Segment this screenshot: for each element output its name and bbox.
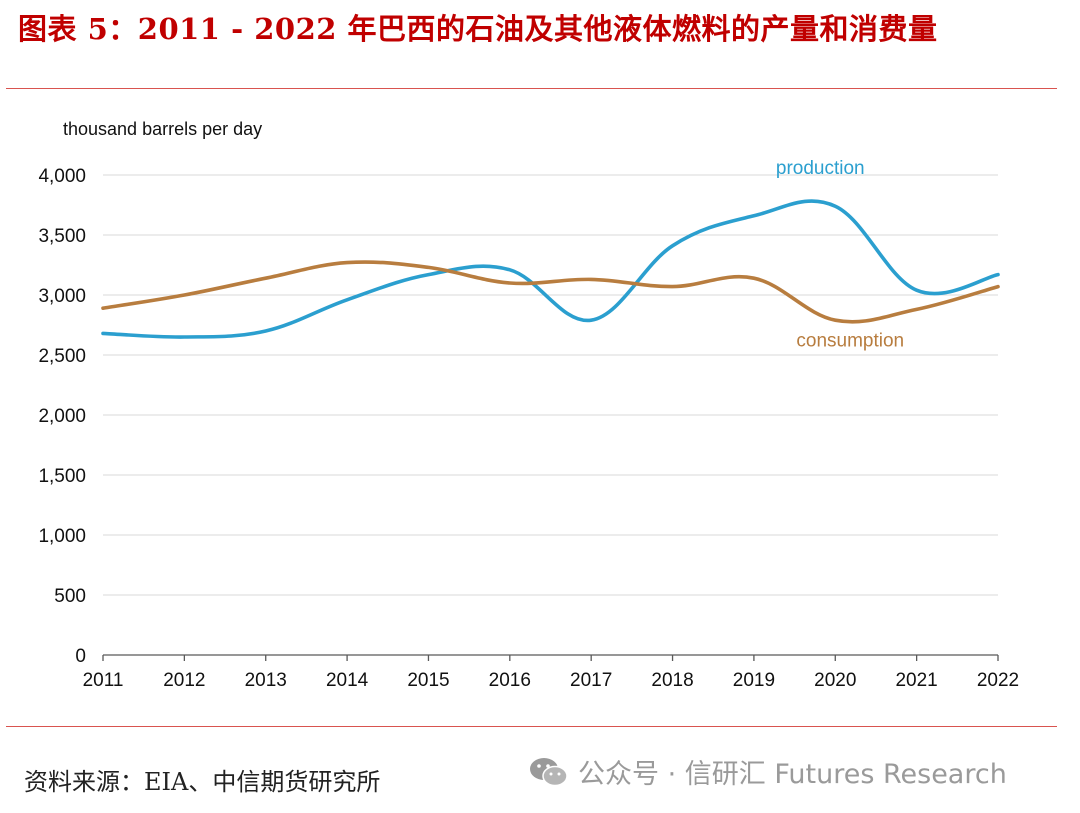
x-tick-label: 2018 bbox=[651, 670, 693, 691]
grid-lines bbox=[103, 174, 998, 596]
y-tick-label: 0 bbox=[75, 646, 86, 667]
x-tick-label: 2016 bbox=[489, 670, 531, 691]
watermark: 公众号 · 信研汇 Futures Research bbox=[528, 752, 1007, 791]
y-tick-label: 2,500 bbox=[38, 346, 86, 367]
x-tick-label: 2017 bbox=[570, 670, 612, 691]
x-tick-label: 2020 bbox=[814, 670, 856, 691]
y-tick-label: 4,000 bbox=[38, 166, 86, 187]
y-tick-labels: 0 500 1,000 1,500 2,000 2,500 3,000 3,500 4,000 bbox=[38, 166, 86, 667]
figure-title: 图表 5：2011 - 2022 年巴西的石油及其他液体燃料的产量和消费量 bbox=[18, 12, 938, 46]
y-axis-unit-label: thousand barrels per day bbox=[63, 119, 262, 139]
y-tick-label: 3,000 bbox=[38, 286, 86, 307]
series-label-production: production bbox=[776, 158, 865, 179]
x-tick-labels: 2011 2012 2013 2014 2015 2016 2017 2018 2019 2020… bbox=[83, 670, 1020, 691]
series-line-consumption bbox=[101, 260, 1000, 324]
x-tick-label: 2014 bbox=[326, 670, 369, 691]
bottom-divider bbox=[6, 726, 1057, 727]
series-line-production bbox=[101, 199, 1000, 339]
y-tick-label: 500 bbox=[54, 586, 86, 607]
source-note: 资料来源：EIA、中信期货研究所 bbox=[24, 768, 381, 796]
axes bbox=[102, 654, 999, 661]
x-tick-label: 2022 bbox=[977, 670, 1019, 691]
series-label-consumption: consumption bbox=[796, 331, 904, 352]
top-divider bbox=[6, 88, 1057, 89]
wechat-icon bbox=[530, 757, 568, 786]
y-tick-label: 3,500 bbox=[38, 226, 86, 247]
x-tick-label: 2012 bbox=[163, 670, 205, 691]
x-tick-label: 2019 bbox=[733, 670, 775, 691]
series-lines bbox=[101, 199, 1000, 339]
x-tick-label: 2021 bbox=[895, 670, 937, 691]
x-tick-label: 2011 bbox=[83, 670, 124, 691]
y-tick-label: 1,500 bbox=[38, 466, 86, 487]
x-tick-label: 2013 bbox=[245, 670, 287, 691]
y-tick-label: 2,000 bbox=[38, 406, 86, 427]
y-tick-label: 1,000 bbox=[38, 526, 86, 547]
series-labels: production consumption bbox=[776, 158, 904, 352]
watermark-text: 公众号 · 信研汇 Futures Research bbox=[578, 759, 1007, 790]
x-tick-label: 2015 bbox=[407, 670, 449, 691]
